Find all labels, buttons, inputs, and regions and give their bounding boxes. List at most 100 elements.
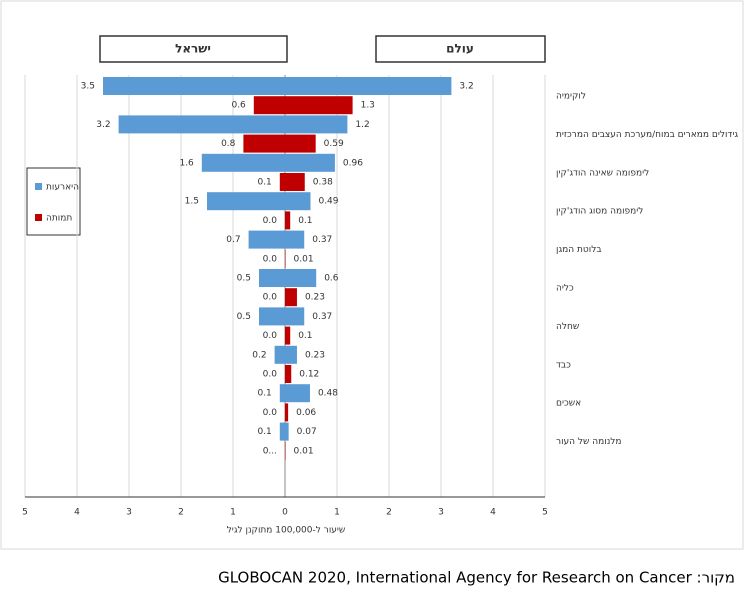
- value-label: 0.7: [226, 235, 240, 245]
- bar: [285, 173, 305, 191]
- bar: [285, 134, 316, 153]
- bar: [285, 230, 305, 249]
- x-tick-label: 1: [230, 508, 236, 518]
- x-tick-label: 2: [178, 508, 184, 518]
- x-tick-label: 1: [334, 508, 340, 518]
- value-label: 0.1: [257, 178, 271, 188]
- value-label: 0...: [263, 446, 277, 456]
- value-label: 1.2: [355, 120, 369, 130]
- source: מקור: GLOBOCAN 2020, International Agenc…: [218, 569, 735, 587]
- x-axis-label: שיעור ל-100,000 מתוקנן לגיל: [227, 526, 346, 536]
- value-label: 0.0: [263, 293, 278, 303]
- value-label: 0.0: [263, 331, 278, 341]
- value-label: 0.5: [237, 274, 251, 284]
- value-label: 0.07: [297, 427, 317, 437]
- bar: [285, 326, 291, 345]
- value-label: 1.6: [179, 158, 194, 168]
- x-tick-label: 0: [282, 508, 288, 518]
- category-label: לימפומה מסוג הודג'קין: [556, 207, 643, 217]
- value-label: 0.0: [263, 216, 278, 226]
- bar: [248, 230, 285, 249]
- value-label: 0.06: [296, 408, 316, 418]
- category-label: כבד: [556, 360, 571, 370]
- value-label: 3.2: [96, 120, 110, 130]
- value-label: 0.48: [318, 389, 338, 399]
- panel-title-box: [99, 35, 288, 63]
- value-label: 0.2: [252, 350, 266, 360]
- value-label: 0.23: [305, 350, 325, 360]
- bar: [285, 441, 286, 460]
- value-label: 0.1: [257, 389, 271, 399]
- bar: [253, 96, 285, 115]
- x-tick-label: 3: [126, 508, 132, 518]
- x-tick-label: 4: [490, 508, 496, 518]
- legend: [26, 167, 81, 236]
- category-label: מלנומה של העור: [556, 437, 622, 447]
- value-label: 0.96: [343, 158, 363, 168]
- bar: [285, 96, 353, 115]
- category-label: גידולים ממארים במוח/מערכת העצבים המרכזית: [556, 130, 738, 140]
- x-tick-label: 2: [386, 508, 392, 518]
- value-label: 0.12: [299, 370, 319, 380]
- value-label: 0.0: [263, 254, 278, 264]
- bar: [285, 211, 291, 230]
- category-label: כליה: [556, 284, 574, 294]
- value-label: 0.6: [324, 274, 339, 284]
- category-label: לימפומה שאינה הודג'קין: [556, 168, 649, 178]
- bar: [259, 269, 285, 287]
- category-label: לוקימיה: [556, 92, 586, 102]
- value-label: 3.5: [81, 82, 95, 92]
- legend-swatch: [35, 214, 42, 221]
- bar: [285, 269, 317, 287]
- bar: [285, 365, 292, 383]
- value-label: 0.37: [312, 312, 332, 322]
- value-label: 0.49: [318, 197, 338, 207]
- bar: [285, 345, 297, 364]
- value-label: 0.6: [231, 101, 246, 111]
- legend-label: תמותה: [46, 214, 72, 224]
- value-label: 1.3: [361, 101, 375, 111]
- bar: [279, 384, 285, 403]
- panel-title: ישראל: [175, 42, 211, 56]
- bar: [285, 153, 335, 172]
- bar: [285, 192, 311, 211]
- bar: [285, 403, 289, 422]
- bar: [274, 345, 285, 364]
- value-label: 0.8: [221, 139, 236, 149]
- bar: [118, 115, 285, 134]
- value-label: 0.1: [298, 331, 312, 341]
- bar: [285, 307, 305, 326]
- value-label: 0.5: [237, 312, 251, 322]
- bar: [207, 192, 285, 211]
- bar: [285, 384, 310, 403]
- x-tick-label: 3: [438, 508, 444, 518]
- bar: [243, 134, 285, 153]
- x-tick-label: 5: [542, 508, 548, 518]
- value-label: 3.2: [459, 82, 473, 92]
- bar: [285, 288, 297, 307]
- legend-swatch: [35, 183, 42, 190]
- bar: [285, 77, 452, 95]
- value-label: 1.5: [185, 197, 199, 207]
- value-label: 0.1: [298, 216, 312, 226]
- value-label: 0.01: [294, 446, 314, 456]
- value-label: 0.1: [257, 427, 271, 437]
- chart-frame: [0, 0, 744, 550]
- category-label: בלוטת המגן: [556, 245, 602, 255]
- bar: [103, 77, 285, 95]
- category-label: שחלה: [556, 322, 579, 332]
- panel-title-box: [375, 35, 546, 63]
- bar: [279, 173, 285, 191]
- value-label: 0.23: [305, 293, 325, 303]
- value-label: 0.59: [324, 139, 344, 149]
- value-label: 0.0: [263, 408, 278, 418]
- value-label: 0.01: [294, 254, 314, 264]
- value-label: 0.0: [263, 370, 278, 380]
- bar: [201, 153, 285, 172]
- panel-title: עולם: [446, 42, 474, 56]
- category-label: אשכים: [556, 399, 581, 409]
- bar: [285, 422, 289, 441]
- value-label: 0.38: [313, 178, 333, 188]
- legend-label: היארעות: [46, 183, 79, 193]
